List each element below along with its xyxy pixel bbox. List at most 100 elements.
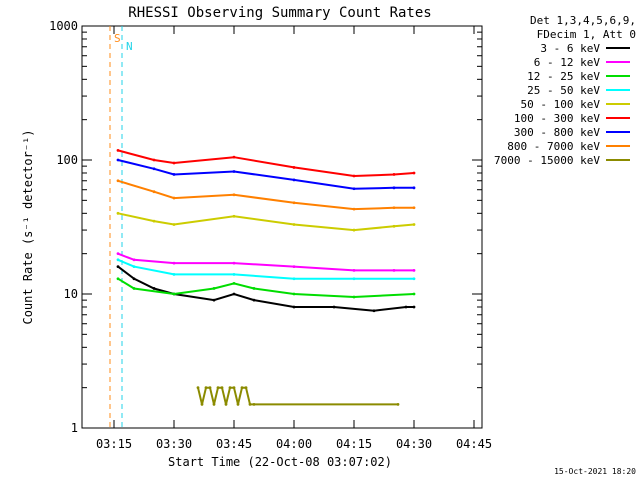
data-point (196, 386, 200, 390)
data-point (292, 201, 296, 205)
data-point (152, 158, 156, 162)
series-4 (116, 211, 416, 232)
y-tick-label: 100 (56, 153, 78, 167)
data-point (292, 265, 296, 269)
legend-label: 7000 - 15000 keV (494, 154, 600, 167)
x-tick-label: 03:45 (216, 437, 252, 451)
data-point (232, 193, 236, 197)
data-point (172, 261, 176, 265)
legend-label: 50 - 100 keV (521, 98, 601, 111)
data-point (116, 258, 120, 262)
x-tick-label: 04:45 (456, 437, 492, 451)
data-point (212, 287, 216, 290)
data-point (372, 309, 376, 313)
data-point (232, 155, 236, 159)
data-point (412, 305, 416, 309)
data-point (232, 292, 236, 296)
data-point (412, 223, 416, 226)
data-point (352, 174, 356, 178)
data-point (352, 228, 356, 232)
data-point (292, 178, 296, 182)
data-point (412, 171, 416, 175)
data-point (392, 206, 396, 210)
data-point (232, 281, 236, 285)
data-point (412, 292, 416, 296)
data-point (220, 386, 224, 390)
series-8 (196, 386, 400, 406)
data-point (404, 305, 408, 309)
x-tick-label: 04:15 (336, 437, 372, 451)
series-line (117, 277, 415, 299)
series-line (117, 265, 414, 312)
y-tick-label: 10 (64, 287, 78, 301)
legend-label: 800 - 7000 keV (507, 140, 600, 153)
data-point (236, 403, 240, 406)
x-tick-label: 04:00 (276, 437, 312, 451)
data-point (212, 403, 216, 406)
data-point (116, 211, 120, 215)
data-point (172, 273, 176, 276)
data-point (116, 158, 120, 162)
data-point (292, 292, 296, 296)
data-point (396, 403, 400, 406)
series-0 (116, 265, 416, 313)
data-point (152, 167, 156, 171)
data-point (292, 305, 296, 309)
data-point (200, 403, 204, 406)
data-point (172, 196, 176, 200)
chart-title: RHESSI Observing Summary Count Rates (128, 5, 431, 21)
data-point (352, 187, 356, 191)
series-line (117, 212, 415, 232)
data-point (412, 269, 416, 272)
data-point (352, 277, 356, 281)
data-point (240, 386, 244, 390)
legend-header-line-2: FDecim 1, Att 0 (537, 28, 636, 41)
legend-label: 300 - 800 keV (514, 126, 600, 139)
legend-label: 3 - 6 keV (540, 42, 600, 55)
x-axis-label: Start Time (22-Oct-08 03:07:02) (168, 455, 392, 469)
data-point (332, 305, 336, 309)
data-point (232, 170, 236, 173)
series-line (117, 149, 415, 178)
data-point (132, 277, 136, 281)
data-point (232, 386, 236, 390)
data-point (132, 265, 136, 269)
marker-label-s: S (114, 32, 121, 45)
data-point (252, 403, 256, 406)
footer-timestamp: 15-Oct-2021 18:20 (554, 467, 636, 476)
data-point (204, 386, 208, 390)
data-point (232, 273, 236, 276)
data-point (152, 219, 156, 223)
data-point (132, 258, 136, 262)
x-tick-label: 04:30 (396, 437, 432, 451)
series-1 (116, 252, 416, 272)
series-3 (116, 258, 416, 281)
y-tick-label: 1 (71, 421, 78, 435)
legend-label: 6 - 12 keV (534, 56, 601, 69)
data-point (392, 186, 396, 190)
data-point (392, 173, 396, 176)
data-point (172, 161, 176, 165)
data-point (116, 265, 120, 269)
data-point (292, 277, 296, 281)
legend-label: 25 - 50 keV (527, 84, 600, 97)
data-point (352, 207, 356, 211)
data-point (116, 252, 120, 256)
series-2 (116, 277, 416, 299)
data-point (392, 224, 396, 228)
data-point (116, 277, 120, 281)
data-point (412, 277, 416, 281)
data-point (392, 269, 396, 272)
data-point (172, 173, 176, 176)
x-tick-label: 03:30 (156, 437, 192, 451)
legend-label: 100 - 300 keV (514, 112, 600, 125)
axes: 03:15 03:30 03:45 04:00 04:15 04:30 04:45 1 10 10… (49, 19, 492, 451)
series-6 (116, 158, 416, 191)
data-point (244, 386, 248, 390)
data-point (224, 403, 228, 406)
data-point (132, 287, 136, 290)
y-tick-label: 1000 (49, 19, 78, 33)
data-point (152, 287, 156, 290)
